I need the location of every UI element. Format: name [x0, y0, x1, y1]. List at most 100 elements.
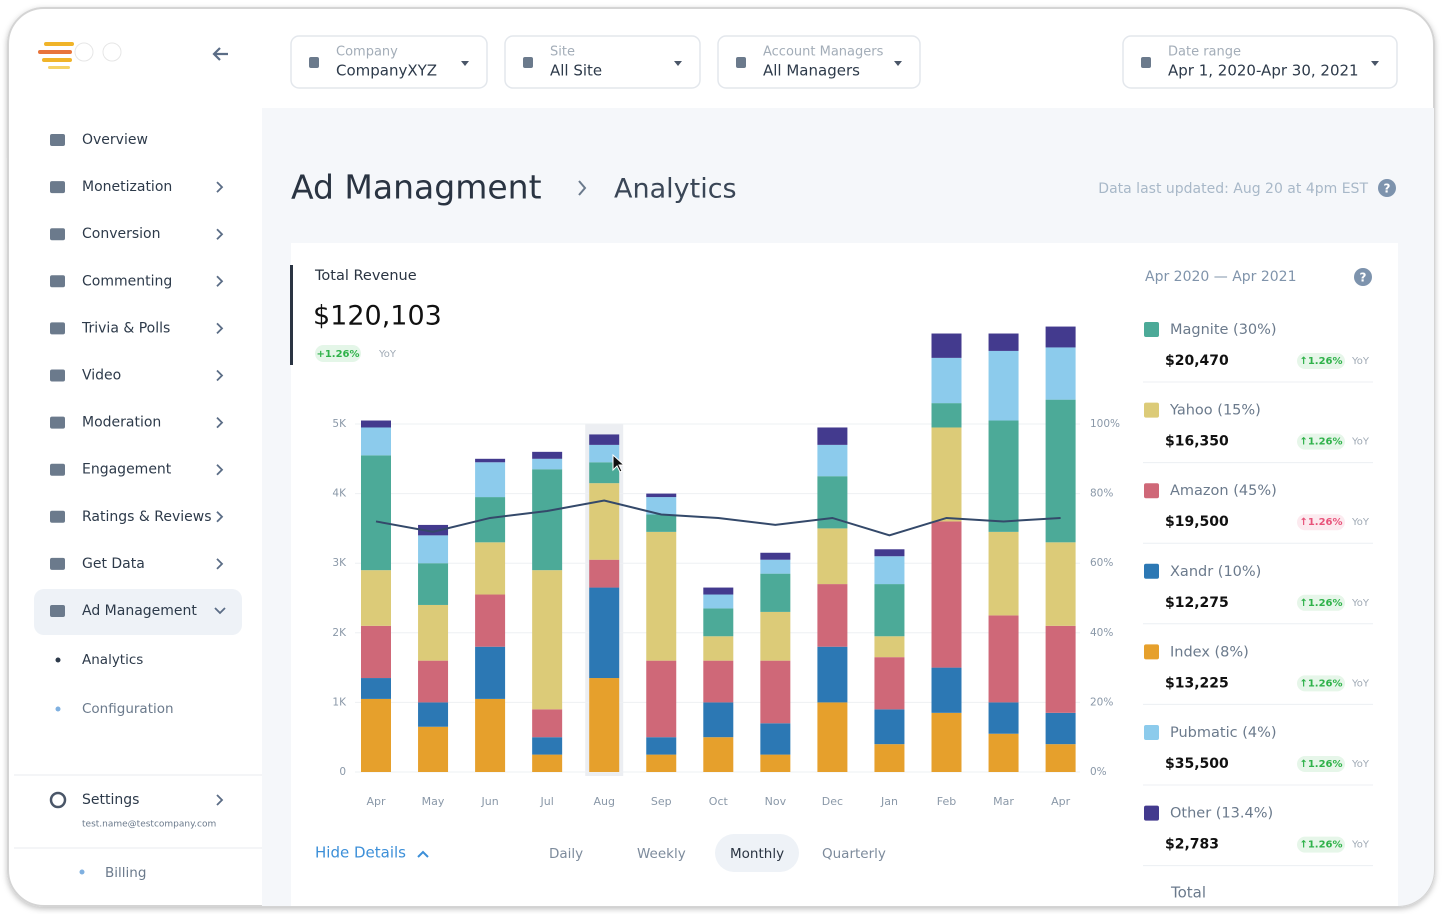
legend-yoy: YoY: [1351, 678, 1370, 689]
legend-yoy: YoY: [1351, 840, 1370, 851]
filter[interactable]: [717, 35, 921, 89]
yoy: YoY: [378, 349, 397, 360]
filter-value: Apr 1, 2020-Apr 30, 2021: [1168, 62, 1359, 80]
period[interactable]: Daily: [549, 846, 583, 862]
y-tick-label: 0: [339, 766, 346, 778]
breadcrumb-chevron: [578, 180, 587, 196]
y2-tick-label: 40%: [1090, 627, 1113, 639]
content: ? ? Ad Managment Analytics Data last upd…: [14, 35, 1434, 906]
nav-item[interactable]: Ratings & Reviews: [82, 509, 212, 525]
filter[interactable]: [504, 35, 701, 89]
bar-segment: [589, 587, 620, 679]
bar-segment: [931, 521, 962, 668]
accent-bar: [290, 265, 293, 365]
nav-item[interactable]: Monetization: [82, 179, 172, 195]
bar-segment: [760, 723, 791, 755]
caret: [674, 61, 682, 66]
bar-segment: [703, 702, 734, 738]
nav-item[interactable]: Moderation: [82, 415, 161, 431]
x-tick-label: Jun: [481, 795, 499, 808]
nav-item[interactable]: Engagement: [82, 462, 172, 478]
nav-item[interactable]: Conversion: [82, 226, 161, 242]
legend-yoy: YoY: [1351, 517, 1370, 528]
nav-icon: [50, 134, 65, 146]
bar-segment: [1045, 542, 1076, 626]
bar-segment: [703, 594, 734, 609]
sub-item[interactable]: Analytics: [82, 652, 143, 668]
period[interactable]: Monthly: [730, 846, 784, 862]
bar-segment: [817, 444, 848, 477]
bar-segment: [931, 403, 962, 428]
period[interactable]: Quarterly: [822, 846, 886, 862]
legend-total: $20,470: [1165, 353, 1229, 369]
legend-badge: [1297, 514, 1345, 531]
legend-swatch: [1144, 322, 1159, 337]
legend-total: $19,500: [1165, 514, 1229, 530]
help-icon[interactable]: [1354, 268, 1372, 286]
legend-name: Xandr (10%): [1170, 564, 1261, 580]
nav-item[interactable]: Trivia & Polls: [81, 320, 170, 336]
bar-segment: [646, 514, 677, 532]
billing[interactable]: Billing: [105, 865, 146, 881]
bar-segment: [532, 451, 563, 459]
nav-item[interactable]: Overview: [82, 132, 148, 148]
bar-segment: [418, 660, 449, 703]
bar-segment: [1045, 712, 1076, 745]
bar-segment: [1045, 744, 1076, 772]
range: Apr 2020 — Apr 2021: [1145, 269, 1297, 285]
settings[interactable]: Settings: [82, 792, 139, 808]
cursor: [612, 453, 626, 473]
bar-segment: [361, 570, 391, 626]
filter-icon: [1141, 57, 1151, 68]
chevron: [216, 511, 224, 523]
bar-segment: [874, 657, 905, 710]
legend-yoy: YoY: [1351, 356, 1370, 367]
chevron: [216, 181, 224, 193]
sub-item[interactable]: Configuration: [82, 701, 174, 717]
legend-badge: [1297, 433, 1345, 450]
change: +1.26%: [316, 349, 359, 360]
legend-badge: [1297, 675, 1345, 692]
nav-item[interactable]: Ad Management: [82, 603, 197, 619]
legend-swatch: [1144, 483, 1159, 499]
x-tick-label: Mar: [993, 795, 1014, 808]
nav-item[interactable]: Get Data: [82, 556, 145, 572]
period[interactable]: Weekly: [637, 846, 686, 862]
page-title: Ad Managment: [291, 168, 542, 207]
x-tick-label: Jan: [880, 795, 898, 808]
filter[interactable]: [290, 35, 488, 89]
back-arrow[interactable]: [212, 47, 228, 61]
legend-total: Total: [1170, 884, 1206, 902]
chevron: [216, 464, 224, 476]
nav-icon: [50, 605, 65, 617]
help-icon[interactable]: [1378, 179, 1396, 197]
legend-total: $16,350: [1165, 434, 1229, 450]
bar-segment: [703, 737, 734, 772]
bar-segment: [760, 660, 791, 724]
legend-name: Magnite (30%): [1170, 322, 1277, 338]
x-tick-label: Apr: [1051, 795, 1071, 808]
nav-icon: [50, 369, 65, 382]
nav-icon: [50, 322, 65, 335]
bar-segment: [874, 636, 905, 658]
hide-details[interactable]: Hide Details: [315, 844, 406, 862]
help-glyph: ?: [1360, 271, 1367, 285]
breadcrumb[interactable]: Analytics: [614, 174, 737, 205]
bar-segment: [589, 462, 620, 484]
filter-label: Company: [336, 45, 398, 60]
x-tick-label: Apr: [366, 795, 386, 808]
bar-segment: [475, 646, 506, 699]
filter[interactable]: [1122, 35, 1398, 89]
bar-segment: [1045, 399, 1076, 543]
legend-change: ↑1.26%: [1299, 598, 1342, 609]
bar-segment: [418, 726, 449, 772]
filter-icon: [523, 57, 533, 68]
bar-segment: [475, 462, 506, 498]
bar-segment: [361, 625, 391, 679]
nav-item[interactable]: Commenting: [82, 273, 172, 289]
nav-item[interactable]: Video: [82, 368, 121, 384]
bar-segment: [475, 594, 506, 647]
legend-yoy: YoY: [1351, 598, 1370, 609]
legend-name: Other (13.4%): [1170, 806, 1273, 822]
